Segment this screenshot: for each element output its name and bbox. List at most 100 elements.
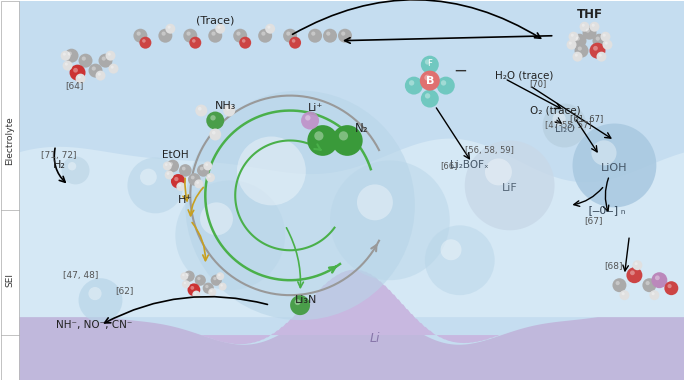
Circle shape xyxy=(60,51,71,61)
Circle shape xyxy=(186,32,190,36)
Circle shape xyxy=(163,162,172,170)
Circle shape xyxy=(575,44,588,58)
Circle shape xyxy=(290,295,310,315)
Circle shape xyxy=(165,163,168,166)
Circle shape xyxy=(289,37,301,49)
Circle shape xyxy=(421,90,439,108)
Circle shape xyxy=(553,112,566,125)
Text: [56, 58, 59]: [56, 58, 59] xyxy=(464,146,514,155)
Text: NH⁻, NO⁻, CN⁻: NH⁻, NO⁻, CN⁻ xyxy=(55,320,132,330)
Circle shape xyxy=(226,107,229,111)
Text: [66]: [66] xyxy=(440,161,457,170)
Polygon shape xyxy=(18,139,684,317)
Text: Electrolyte: Electrolyte xyxy=(5,116,14,165)
Text: LiOH: LiOH xyxy=(601,163,627,173)
Circle shape xyxy=(210,128,221,141)
Circle shape xyxy=(108,63,119,74)
Circle shape xyxy=(142,39,146,43)
Circle shape xyxy=(78,76,81,79)
Circle shape xyxy=(425,93,430,98)
Circle shape xyxy=(212,131,216,135)
Text: [67]: [67] xyxy=(584,216,603,225)
Circle shape xyxy=(593,34,606,48)
Text: [68]: [68] xyxy=(604,261,623,270)
Circle shape xyxy=(619,290,630,300)
Circle shape xyxy=(424,74,430,81)
Circle shape xyxy=(75,74,86,84)
FancyBboxPatch shape xyxy=(18,1,684,380)
Text: [47-55, 57]: [47-55, 57] xyxy=(545,121,591,130)
Circle shape xyxy=(573,52,582,62)
Circle shape xyxy=(308,29,322,43)
Text: Li₂O: Li₂O xyxy=(555,124,575,133)
Circle shape xyxy=(575,54,577,57)
Circle shape xyxy=(184,29,197,43)
Circle shape xyxy=(242,39,245,43)
Circle shape xyxy=(195,275,206,286)
Circle shape xyxy=(258,29,272,43)
Circle shape xyxy=(216,272,224,280)
Circle shape xyxy=(586,28,590,33)
Circle shape xyxy=(192,39,196,43)
Circle shape xyxy=(108,53,111,55)
Circle shape xyxy=(590,43,606,59)
Circle shape xyxy=(441,80,446,86)
Text: F: F xyxy=(427,59,432,68)
Text: [47, 48]: [47, 48] xyxy=(62,271,98,280)
Text: O₂ (trace): O₂ (trace) xyxy=(530,106,580,116)
Circle shape xyxy=(338,29,352,43)
Circle shape xyxy=(305,115,310,120)
Text: H₂: H₂ xyxy=(53,160,66,171)
Circle shape xyxy=(301,112,319,130)
Circle shape xyxy=(195,105,208,117)
Circle shape xyxy=(577,46,582,51)
Circle shape xyxy=(184,271,195,282)
Text: [70]: [70] xyxy=(530,79,547,88)
Circle shape xyxy=(612,278,626,292)
Circle shape xyxy=(62,61,73,71)
Circle shape xyxy=(82,57,86,61)
Circle shape xyxy=(566,40,577,50)
Circle shape xyxy=(409,80,414,86)
Text: Li₃N: Li₃N xyxy=(295,295,317,305)
Text: LiF: LiF xyxy=(502,184,518,193)
Circle shape xyxy=(203,283,214,294)
Circle shape xyxy=(233,29,247,43)
Circle shape xyxy=(582,26,597,40)
Text: H₂O (trace): H₂O (trace) xyxy=(495,71,553,81)
Circle shape xyxy=(667,284,672,288)
Circle shape xyxy=(206,285,208,288)
Circle shape xyxy=(601,32,610,42)
Circle shape xyxy=(664,281,678,295)
Circle shape xyxy=(188,283,200,296)
Circle shape xyxy=(174,177,179,181)
Circle shape xyxy=(65,63,68,66)
Circle shape xyxy=(164,170,173,179)
Text: [64]: [64] xyxy=(66,81,84,90)
Circle shape xyxy=(405,77,423,95)
Circle shape xyxy=(643,278,656,292)
Circle shape xyxy=(182,167,186,170)
Circle shape xyxy=(308,125,338,156)
Text: NH₃: NH₃ xyxy=(215,101,236,111)
Circle shape xyxy=(203,162,212,170)
Circle shape xyxy=(569,42,572,45)
Circle shape xyxy=(175,180,285,290)
Text: [61, 67]: [61, 67] xyxy=(569,115,603,124)
Circle shape xyxy=(265,24,275,34)
Circle shape xyxy=(188,173,201,186)
Text: EtOH: EtOH xyxy=(162,150,188,160)
Circle shape xyxy=(341,32,345,36)
Circle shape xyxy=(171,174,186,188)
Circle shape xyxy=(575,36,580,41)
Circle shape xyxy=(127,157,184,213)
Circle shape xyxy=(186,273,189,276)
Circle shape xyxy=(111,66,114,69)
Circle shape xyxy=(206,112,224,130)
Circle shape xyxy=(70,65,86,81)
Circle shape xyxy=(651,292,655,295)
Circle shape xyxy=(599,54,601,57)
Circle shape xyxy=(140,37,151,49)
Circle shape xyxy=(180,272,188,280)
Circle shape xyxy=(630,271,635,275)
